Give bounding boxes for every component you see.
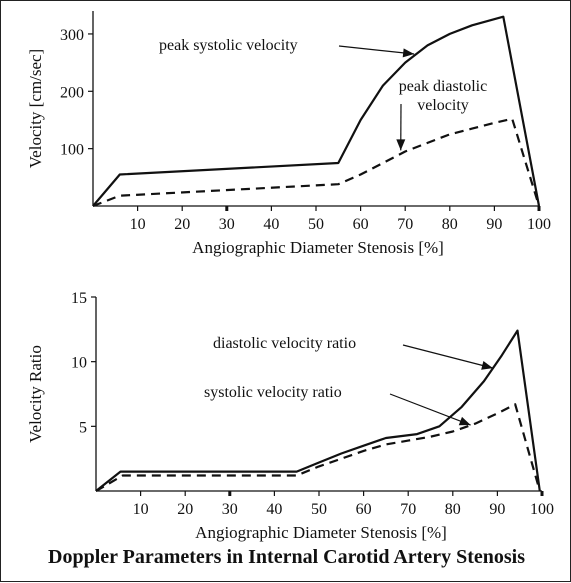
- x-tick-label: 40: [266, 501, 282, 518]
- chart-1: 10 20 30 40 50 60 70 80 90 100 100 200 300 Angiograph…: [26, 11, 551, 257]
- x-axis-label: Angiographic Diameter Stenosis [%]: [192, 238, 444, 257]
- chart-2: 10 20 30 40 50 60 70 80 90 100 5 10 15 Angiographic D…: [26, 290, 554, 542]
- x-tick-label: 90: [489, 501, 505, 518]
- annotation-label: diastolic velocity ratio: [213, 335, 356, 352]
- y-axis-label: Velocity [cm/sec]: [26, 49, 45, 168]
- annotation-label: peak diastolic velocity: [399, 78, 487, 114]
- annotation-label: peak systolic velocity: [159, 37, 298, 54]
- y-tick-label: 15: [71, 290, 87, 307]
- x-tick-label: 30: [219, 216, 235, 233]
- x-tick-label: 80: [445, 501, 461, 518]
- x-tick-label: 60: [353, 216, 369, 233]
- annotation-arrow-line: [339, 46, 414, 54]
- annotation-label-line: velocity: [417, 97, 469, 114]
- x-tick-label: 20: [174, 216, 190, 233]
- x-tick-label: 80: [442, 216, 458, 233]
- x-tick-label: 10: [130, 216, 146, 233]
- x-tick-label: 40: [263, 216, 279, 233]
- x-tick-label: 30: [222, 501, 238, 518]
- x-axis-label: Angiographic Diameter Stenosis [%]: [195, 523, 447, 542]
- y-tick-label: 10: [71, 355, 87, 372]
- y-axis-label: Velocity Ratio: [26, 345, 45, 443]
- x-tick-label: 20: [177, 501, 193, 518]
- y-tick-label: 100: [60, 142, 84, 159]
- annotation-arrowhead: [459, 417, 471, 425]
- x-tick-label: 50: [311, 501, 327, 518]
- annotation-arrowhead: [481, 361, 493, 370]
- x-tick-label: 70: [400, 501, 416, 518]
- y-tick-label: 200: [60, 84, 84, 101]
- x-tick-label: 50: [308, 216, 324, 233]
- x-tick-label: 60: [356, 501, 372, 518]
- annotation-label: systolic velocity ratio: [204, 384, 342, 401]
- y-tick-label: 5: [79, 419, 87, 436]
- series-line-peak-diastolic-velocity: [93, 119, 539, 206]
- annotation-arrowhead: [396, 139, 405, 150]
- figure-caption: Doppler Parameters in Internal Carotid A…: [1, 546, 571, 569]
- x-tick-label: 10: [133, 501, 149, 518]
- x-tick-label: 90: [486, 216, 502, 233]
- annotation-label-line: peak diastolic: [399, 78, 487, 95]
- x-tick-label: 100: [527, 216, 551, 233]
- x-tick-label: 100: [530, 501, 554, 518]
- x-tick-label: 70: [397, 216, 413, 233]
- y-tick-label: 300: [60, 27, 84, 44]
- annotation-arrow-line: [403, 345, 493, 368]
- series-line-systolic-velocity-ratio: [96, 404, 540, 491]
